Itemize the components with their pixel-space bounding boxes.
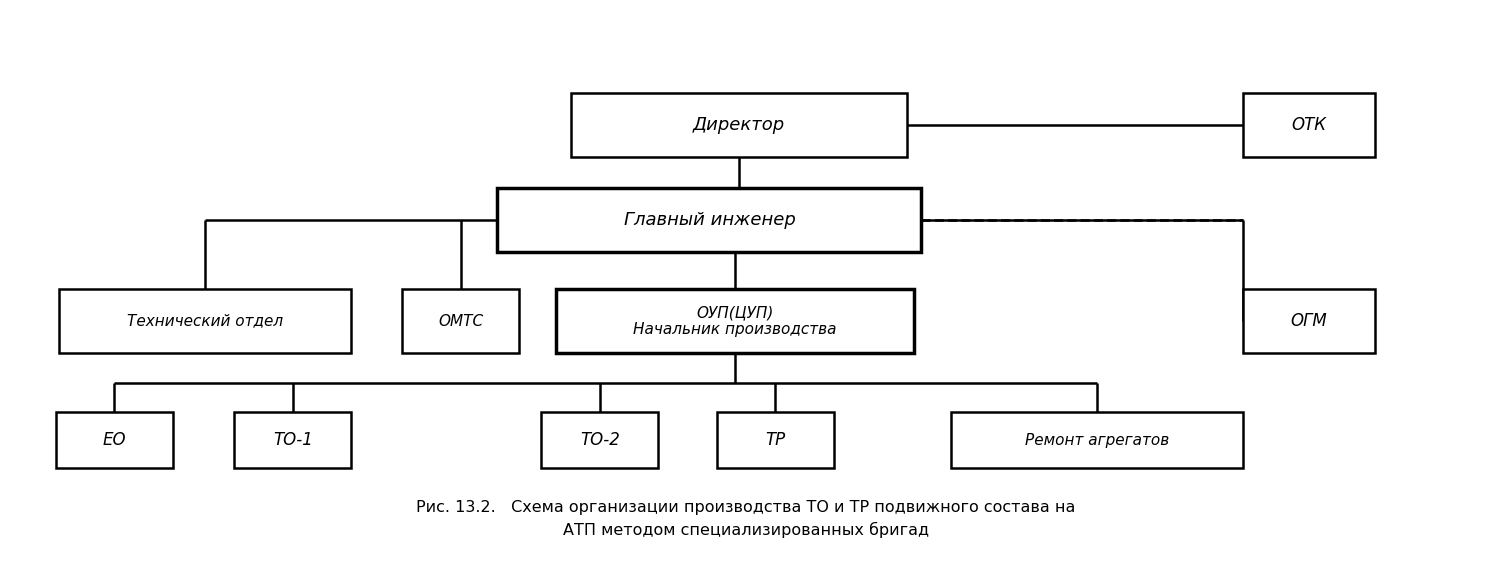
Text: Ремонт агрегатов: Ремонт агрегатов bbox=[1025, 432, 1170, 448]
Text: ОМТС: ОМТС bbox=[439, 313, 483, 328]
Text: Рис. 13.2.   Схема организации производства ТО и ТР подвижного состава на: Рис. 13.2. Схема организации производств… bbox=[416, 500, 1076, 515]
FancyBboxPatch shape bbox=[55, 412, 173, 468]
FancyBboxPatch shape bbox=[570, 93, 907, 157]
Text: ОГМ: ОГМ bbox=[1291, 312, 1328, 330]
Text: ТР: ТР bbox=[765, 431, 785, 449]
Text: ТО-2: ТО-2 bbox=[580, 431, 619, 449]
Text: Главный инженер: Главный инженер bbox=[624, 211, 795, 229]
FancyBboxPatch shape bbox=[542, 412, 658, 468]
Text: Директор: Директор bbox=[692, 116, 785, 134]
FancyBboxPatch shape bbox=[950, 412, 1243, 468]
Text: ОТК: ОТК bbox=[1292, 116, 1326, 134]
FancyBboxPatch shape bbox=[557, 289, 915, 353]
Text: Технический отдел: Технический отдел bbox=[127, 313, 283, 328]
Text: ОУП(ЦУП)
Начальник производства: ОУП(ЦУП) Начальник производства bbox=[633, 305, 837, 337]
Text: ТО-1: ТО-1 bbox=[273, 431, 313, 449]
FancyBboxPatch shape bbox=[403, 289, 519, 353]
Text: ЕО: ЕО bbox=[103, 431, 127, 449]
Text: АТП методом специализированных бригад: АТП методом специализированных бригад bbox=[562, 522, 930, 538]
FancyBboxPatch shape bbox=[497, 188, 922, 252]
FancyBboxPatch shape bbox=[1243, 289, 1374, 353]
FancyBboxPatch shape bbox=[234, 412, 351, 468]
FancyBboxPatch shape bbox=[716, 412, 834, 468]
FancyBboxPatch shape bbox=[1243, 93, 1374, 157]
FancyBboxPatch shape bbox=[58, 289, 351, 353]
